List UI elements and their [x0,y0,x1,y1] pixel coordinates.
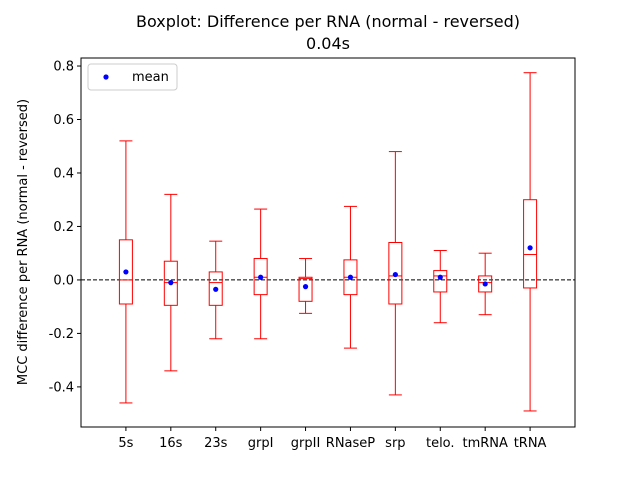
x-tick-label: grpI [248,436,274,451]
x-tick-label: tRNA [514,436,547,451]
y-tick-label: 0.2 [53,220,74,235]
legend-mean-marker [103,74,109,80]
box-grpI [253,208,268,340]
x-tick-label: 23s [204,436,228,451]
mean-marker [437,274,443,280]
y-axis-label: MCC difference per RNA (normal - reverse… [16,99,31,385]
chart-title: Boxplot: Difference per RNA (normal - re… [136,12,520,31]
iqr-box [163,260,178,306]
mean-marker [392,271,398,278]
legend-label: mean [132,70,169,85]
iqr-box [478,275,493,293]
x-tick-label: srp [385,436,405,451]
mean-marker [258,274,264,280]
box-tRNA [523,72,538,412]
box-srp [388,151,403,396]
mean-marker [213,286,219,292]
x-tick-label: grpII [291,436,321,451]
legend: mean [87,63,178,91]
y-tick-label: 0.6 [53,113,74,128]
legend-box [87,63,178,91]
iqr-box [388,242,403,305]
box-RNaseP [343,205,358,349]
box-16s [163,193,178,372]
iqr-box [208,271,223,306]
box-telo. [433,250,448,324]
iqr-box [298,276,313,302]
box-grpII [298,258,313,314]
y-tick-label: -0.4 [49,380,74,395]
x-tick-label: 16s [159,436,183,451]
x-tick-label: 5s [118,436,133,451]
y-tick-label: 0.4 [53,166,74,181]
x-tick-label: tmRNA [462,436,508,451]
iqr-box [433,270,448,293]
x-tick-label: RNaseP [326,436,375,451]
mean-marker [347,274,354,280]
iqr-box [253,258,268,296]
axes-frame [80,57,576,428]
mean-marker [527,245,533,251]
mean-marker [168,280,174,286]
chart-subtitle: 0.04s [306,34,350,53]
box-23s [208,240,223,340]
mean-marker [482,281,488,287]
y-tick-label: -0.2 [49,327,74,342]
box-5s [118,140,133,404]
y-tick-label: 0.8 [53,60,74,75]
x-tick-label: telo. [426,436,455,451]
y-tick-label: 0.0 [53,273,74,288]
plot-area [81,72,575,412]
mean-marker [123,269,129,275]
mean-marker [302,284,309,290]
iqr-box [523,199,538,289]
iqr-box [118,239,133,305]
box-tmRNA [478,252,493,316]
